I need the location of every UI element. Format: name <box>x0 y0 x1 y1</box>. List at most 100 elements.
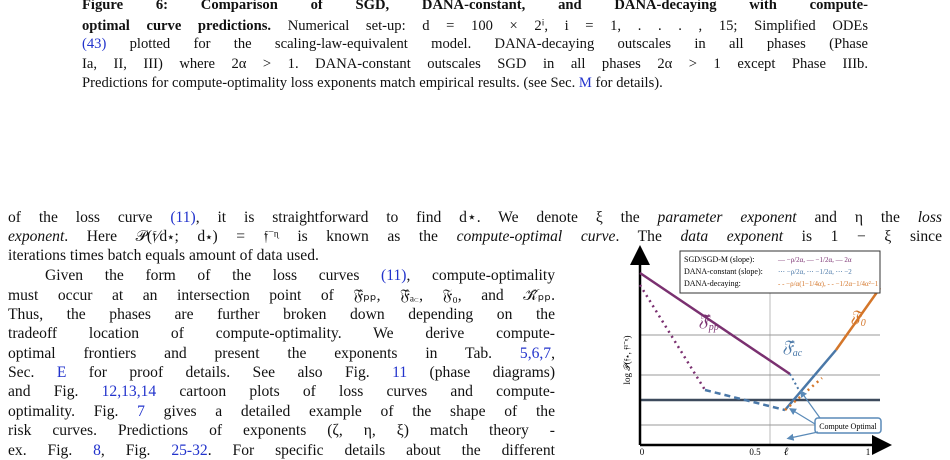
text-span: must occur at an intersection point of 𝔉… <box>8 287 555 305</box>
text-span: for proof details. See also Fig. <box>66 364 393 381</box>
legend-box <box>679 250 881 294</box>
text-line: optimal frontiers and present the expone… <box>8 345 555 363</box>
text-span: . Here 𝒫(𝔣⁄d⋆; d⋆) = 𝔣⁻ᶯ is known as the <box>64 227 457 245</box>
text-line: must occur at an intersection point of 𝔉… <box>8 286 555 305</box>
text-line: Sec. E for proof details. See also Fig. … <box>8 364 555 382</box>
text-span: and η the <box>796 209 918 226</box>
reference-link[interactable]: (11) <box>170 209 196 226</box>
reference-link[interactable]: (43) <box>82 36 107 52</box>
curve-label: 𝔉0 <box>850 307 866 329</box>
text-span: tradeoff location of compute-optimality.… <box>8 325 555 343</box>
text-span: of the loss curve <box>8 209 171 226</box>
curve-label-main: 𝔉̂ <box>698 311 711 330</box>
text-span: is 1 − ξ since <box>783 227 942 245</box>
text-line: Given the form of the loss curves (11), … <box>45 267 555 285</box>
text-span: . For specific details about the differe… <box>207 441 555 459</box>
text-span: optimal frontiers and present the expone… <box>8 344 520 362</box>
legend-formula: ⋯ −ρ/2α, ⋯ −1/2α, ⋯ −2 <box>778 268 852 276</box>
text-span: cartoon plots of loss curves and compute… <box>156 383 555 401</box>
x-tick-label: 0.5 <box>749 447 761 457</box>
x-tick-label: 0 <box>640 447 645 457</box>
legend-label: DANA-constant (slope): <box>684 267 763 276</box>
curve-label: 𝔉̂ac <box>782 337 803 359</box>
curve-label-main: 𝔉 <box>850 307 863 326</box>
text-span: Sec. <box>8 364 57 381</box>
text-span: risk curves. Predictions of exponents (ζ… <box>8 422 555 440</box>
reference-link[interactable]: 7 <box>137 402 145 420</box>
text-line: optimal curve predictions. Numerical set… <box>82 17 868 35</box>
sgd-ac-line <box>784 349 837 411</box>
text-span: . The <box>615 227 681 245</box>
callout-label: Compute Optimal <box>819 422 877 431</box>
text-line: of the loss curve (11), it is straightfo… <box>8 208 942 227</box>
dana-ac-line <box>704 388 786 412</box>
text-line: ex. Fig. 8, Fig. 25-32. For specific det… <box>8 442 555 460</box>
text-span: exponent <box>8 227 65 245</box>
reference-link[interactable]: 12,13,14 <box>101 383 157 401</box>
callout-arrow <box>788 408 816 425</box>
text-span: optimality. Fig. <box>8 402 138 420</box>
dana-pp-line <box>638 284 707 391</box>
text-line: Ia, II, III) where 2α > 1. DANA-constant… <box>82 56 868 73</box>
text-line: risk curves. Predictions of exponents (ζ… <box>8 422 555 440</box>
reference-link[interactable]: 11 <box>392 364 408 381</box>
text-span: Given the form of the loss curves <box>45 267 382 284</box>
text-span: Thus, the phases are further broken down… <box>8 305 555 323</box>
text-line: Thus, the phases are further broken down… <box>8 306 555 324</box>
text-span: Numerical set-up: d = 100 × 2ⁱ, i = 1, .… <box>271 17 869 34</box>
reference-link[interactable]: 8 <box>93 441 101 459</box>
callout-box <box>814 417 882 434</box>
text-line: exponent. Here 𝒫(𝔣⁄d⋆; d⋆) = 𝔣⁻ᶯ is know… <box>8 228 942 246</box>
text-line: tradeoff location of compute-optimality.… <box>8 325 555 343</box>
text-span: ex. Fig. <box>8 441 94 459</box>
text-span: for details). <box>591 75 663 91</box>
text-span: Ia, II, III) where 2α > 1. DANA-constant… <box>82 55 868 72</box>
text-line: and Fig. 12,13,14 cartoon plots of loss … <box>8 383 555 401</box>
text-span: , it is straightforward to find d⋆. We d… <box>195 209 658 226</box>
text-span: compute-optimal curve <box>456 227 616 245</box>
text-span: loss <box>917 209 942 226</box>
text-line: (43) plotted for the scaling-law-equival… <box>82 36 868 53</box>
legend-formula: — −ρ/2α, — −1/2α, — 2α <box>777 256 852 264</box>
y-axis-label: log 𝒫(𝔣⋆, 𝔣¹⁻ᶯ) <box>622 335 632 384</box>
text-line: optimality. Fig. 7 gives a detailed exam… <box>8 403 555 421</box>
legend-formula: - - −ρ/α(1−1/4α), - - −1/2α−1/4α²−1 <box>778 280 879 288</box>
reference-link[interactable]: (11) <box>381 267 407 284</box>
curve-label-sub: pp <box>708 322 719 333</box>
dana-zero-line <box>784 377 823 411</box>
text-span: plotted for the scaling-law-equivalent m… <box>106 36 868 52</box>
text-line: Figure 6: Comparison of SGD, DANA-consta… <box>82 0 868 14</box>
x-tick-label: ℓ <box>784 446 789 458</box>
text-span: , compute-optimality <box>406 267 555 284</box>
callout-arrow <box>786 431 819 441</box>
reference-link[interactable]: M <box>578 75 592 91</box>
x-tick-label: 1 <box>866 447 871 457</box>
reference-link[interactable]: 25-32 <box>171 441 208 459</box>
text-span: Predictions for compute-optimality loss … <box>82 75 579 91</box>
curve-label-main: 𝔉̂ <box>782 337 795 356</box>
reference-link[interactable]: E <box>56 364 67 381</box>
text-span: and Fig. <box>8 383 102 401</box>
text-line: Predictions for compute-optimality loss … <box>82 75 868 92</box>
reference-link[interactable]: 5,6,7 <box>519 344 552 362</box>
curve-label: 𝔉̂pp <box>698 311 719 333</box>
curve-label-sub: ac <box>793 348 803 359</box>
text-span: parameter exponent <box>657 209 797 226</box>
sgd-zero-line <box>834 287 882 351</box>
sgd-pp-line <box>639 271 791 376</box>
text-line: iterations times batch equals amount of … <box>8 247 942 265</box>
text-span: , <box>551 344 555 362</box>
text-span: Figure 6: Comparison of SGD, DANA-consta… <box>82 0 868 13</box>
text-span: (phase diagrams) <box>407 364 556 381</box>
curve-label-sub: 0 <box>861 318 866 329</box>
legend-label: SGD/SGD-M (slope): <box>684 255 754 264</box>
text-span: iterations times batch equals amount of … <box>8 247 319 264</box>
legend-label: DANA-decaying: <box>684 279 741 288</box>
text-span: , Fig. <box>100 441 172 459</box>
dana-const-line <box>789 373 801 393</box>
text-span: optimal curve predictions. <box>82 17 272 34</box>
text-span: gives a detailed example of the shape of… <box>144 402 555 420</box>
callout-arrow <box>799 390 821 419</box>
